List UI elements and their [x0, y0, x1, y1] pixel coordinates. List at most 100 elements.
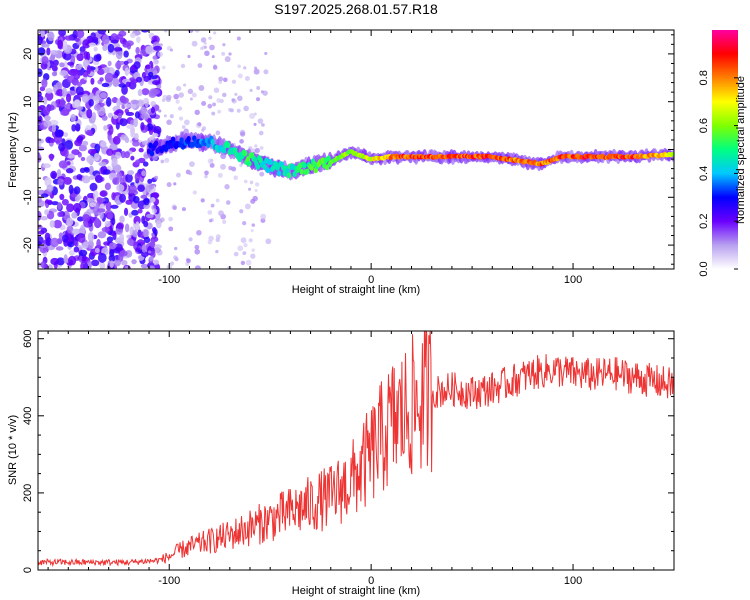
ridge-point: [225, 142, 231, 149]
noise-speckle: [72, 30, 79, 40]
noise-speckle: [213, 64, 217, 69]
noise-speckle: [153, 70, 158, 75]
y-tick-label: 10: [22, 96, 34, 108]
colorbar-tick-label: 0.2: [698, 214, 710, 229]
noise-speckle: [105, 97, 112, 107]
noise-speckle: [39, 243, 48, 248]
noise-speckle: [45, 88, 53, 94]
noise-speckle: [135, 159, 141, 165]
noise-speckle: [46, 184, 54, 192]
noise-speckle: [186, 258, 191, 264]
noise-speckle: [46, 47, 51, 56]
snr-x-label: Height of straight line (km): [292, 585, 420, 597]
noise-speckle: [166, 119, 172, 126]
spectrogram-y-ticks: -20 -10 0 10 20: [22, 34, 674, 265]
noise-speckle: [141, 244, 147, 253]
noise-speckle: [44, 209, 50, 215]
noise-speckle: [91, 36, 99, 43]
noise-speckle: [216, 98, 222, 103]
noise-speckle: [64, 35, 74, 41]
colorbar-tick-label: 0.8: [698, 70, 710, 85]
noise-speckle: [249, 88, 253, 92]
noise-speckle: [180, 63, 186, 69]
noise-speckle: [236, 108, 241, 113]
noise-speckle: [106, 236, 114, 243]
noise-speckle: [249, 113, 256, 120]
noise-speckle: [87, 239, 94, 250]
noise-speckle: [71, 124, 77, 132]
noise-speckle: [109, 260, 114, 268]
noise-speckle: [44, 199, 53, 204]
noise-speckle: [47, 264, 53, 269]
noise-speckle: [59, 193, 65, 201]
colorbar-label: Normalized spectral amplitude: [735, 76, 747, 224]
noise-speckle: [59, 62, 65, 68]
noise-speckle: [44, 177, 52, 187]
noise-speckle: [101, 115, 108, 121]
noise-speckle: [243, 105, 249, 112]
noise-speckle: [132, 196, 140, 204]
noise-speckle: [142, 161, 149, 167]
noise-speckle: [94, 247, 100, 254]
noise-speckle: [50, 257, 59, 266]
snr-frame: [37, 330, 675, 571]
ridge-point: [286, 172, 292, 179]
noise-speckle: [49, 138, 56, 144]
noise-speckle: [42, 163, 51, 169]
noise-speckle: [131, 259, 137, 265]
noise-speckle: [51, 201, 59, 206]
noise-speckle: [61, 234, 69, 243]
snr-y-label: SNR (10 * v/v): [7, 415, 19, 485]
noise-speckle: [132, 140, 140, 147]
noise-speckle: [221, 51, 226, 56]
noise-speckle: [215, 198, 220, 203]
noise-speckle: [106, 212, 114, 220]
noise-speckle: [78, 144, 87, 152]
noise-speckle: [60, 109, 70, 116]
noise-speckle: [172, 205, 177, 211]
noise-speckle: [105, 201, 112, 211]
noise-speckle: [119, 118, 128, 127]
noise-speckle: [204, 170, 209, 176]
noise-speckle: [110, 204, 119, 209]
noise-speckle: [89, 182, 98, 192]
noise-speckle: [54, 129, 64, 138]
noise-speckle: [189, 97, 193, 101]
snr-panel: -100 0 100 0 200 400 600 Height of straight l…: [7, 330, 675, 597]
noise-speckle: [71, 211, 78, 219]
noise-speckle: [215, 234, 221, 240]
noise-speckle: [250, 253, 256, 259]
noise-speckle: [141, 113, 149, 120]
noise-speckle: [107, 43, 115, 53]
noise-speckle: [254, 188, 258, 193]
noise-speckle: [44, 115, 51, 121]
noise-speckle: [156, 249, 163, 256]
noise-speckle: [211, 111, 216, 116]
ridge-point: [285, 167, 290, 174]
noise-speckle: [74, 37, 80, 42]
noise-speckle: [76, 53, 84, 62]
noise-speckle: [253, 68, 260, 75]
noise-speckle: [143, 204, 150, 210]
noise-speckle: [148, 71, 154, 78]
noise-speckle: [164, 30, 168, 33]
noise-speckle: [56, 257, 65, 266]
noise-speckle: [181, 207, 186, 212]
noise-speckle: [239, 139, 244, 144]
noise-speckle: [198, 85, 205, 91]
noise-speckle: [250, 229, 254, 233]
noise-speckle: [38, 152, 41, 163]
ridge-point: [153, 140, 159, 147]
noise-speckle: [108, 254, 116, 262]
noise-speckle: [51, 124, 57, 133]
noise-speckle: [96, 238, 101, 249]
colorbar-tick-label: 0.4: [698, 166, 710, 181]
noise-speckle: [111, 217, 116, 226]
noise-speckle: [49, 153, 54, 162]
noise-speckle: [145, 64, 151, 70]
noise-speckle: [239, 163, 243, 167]
noise-speckle: [237, 95, 243, 102]
noise-speckle: [218, 210, 224, 217]
noise-speckle: [258, 130, 264, 136]
